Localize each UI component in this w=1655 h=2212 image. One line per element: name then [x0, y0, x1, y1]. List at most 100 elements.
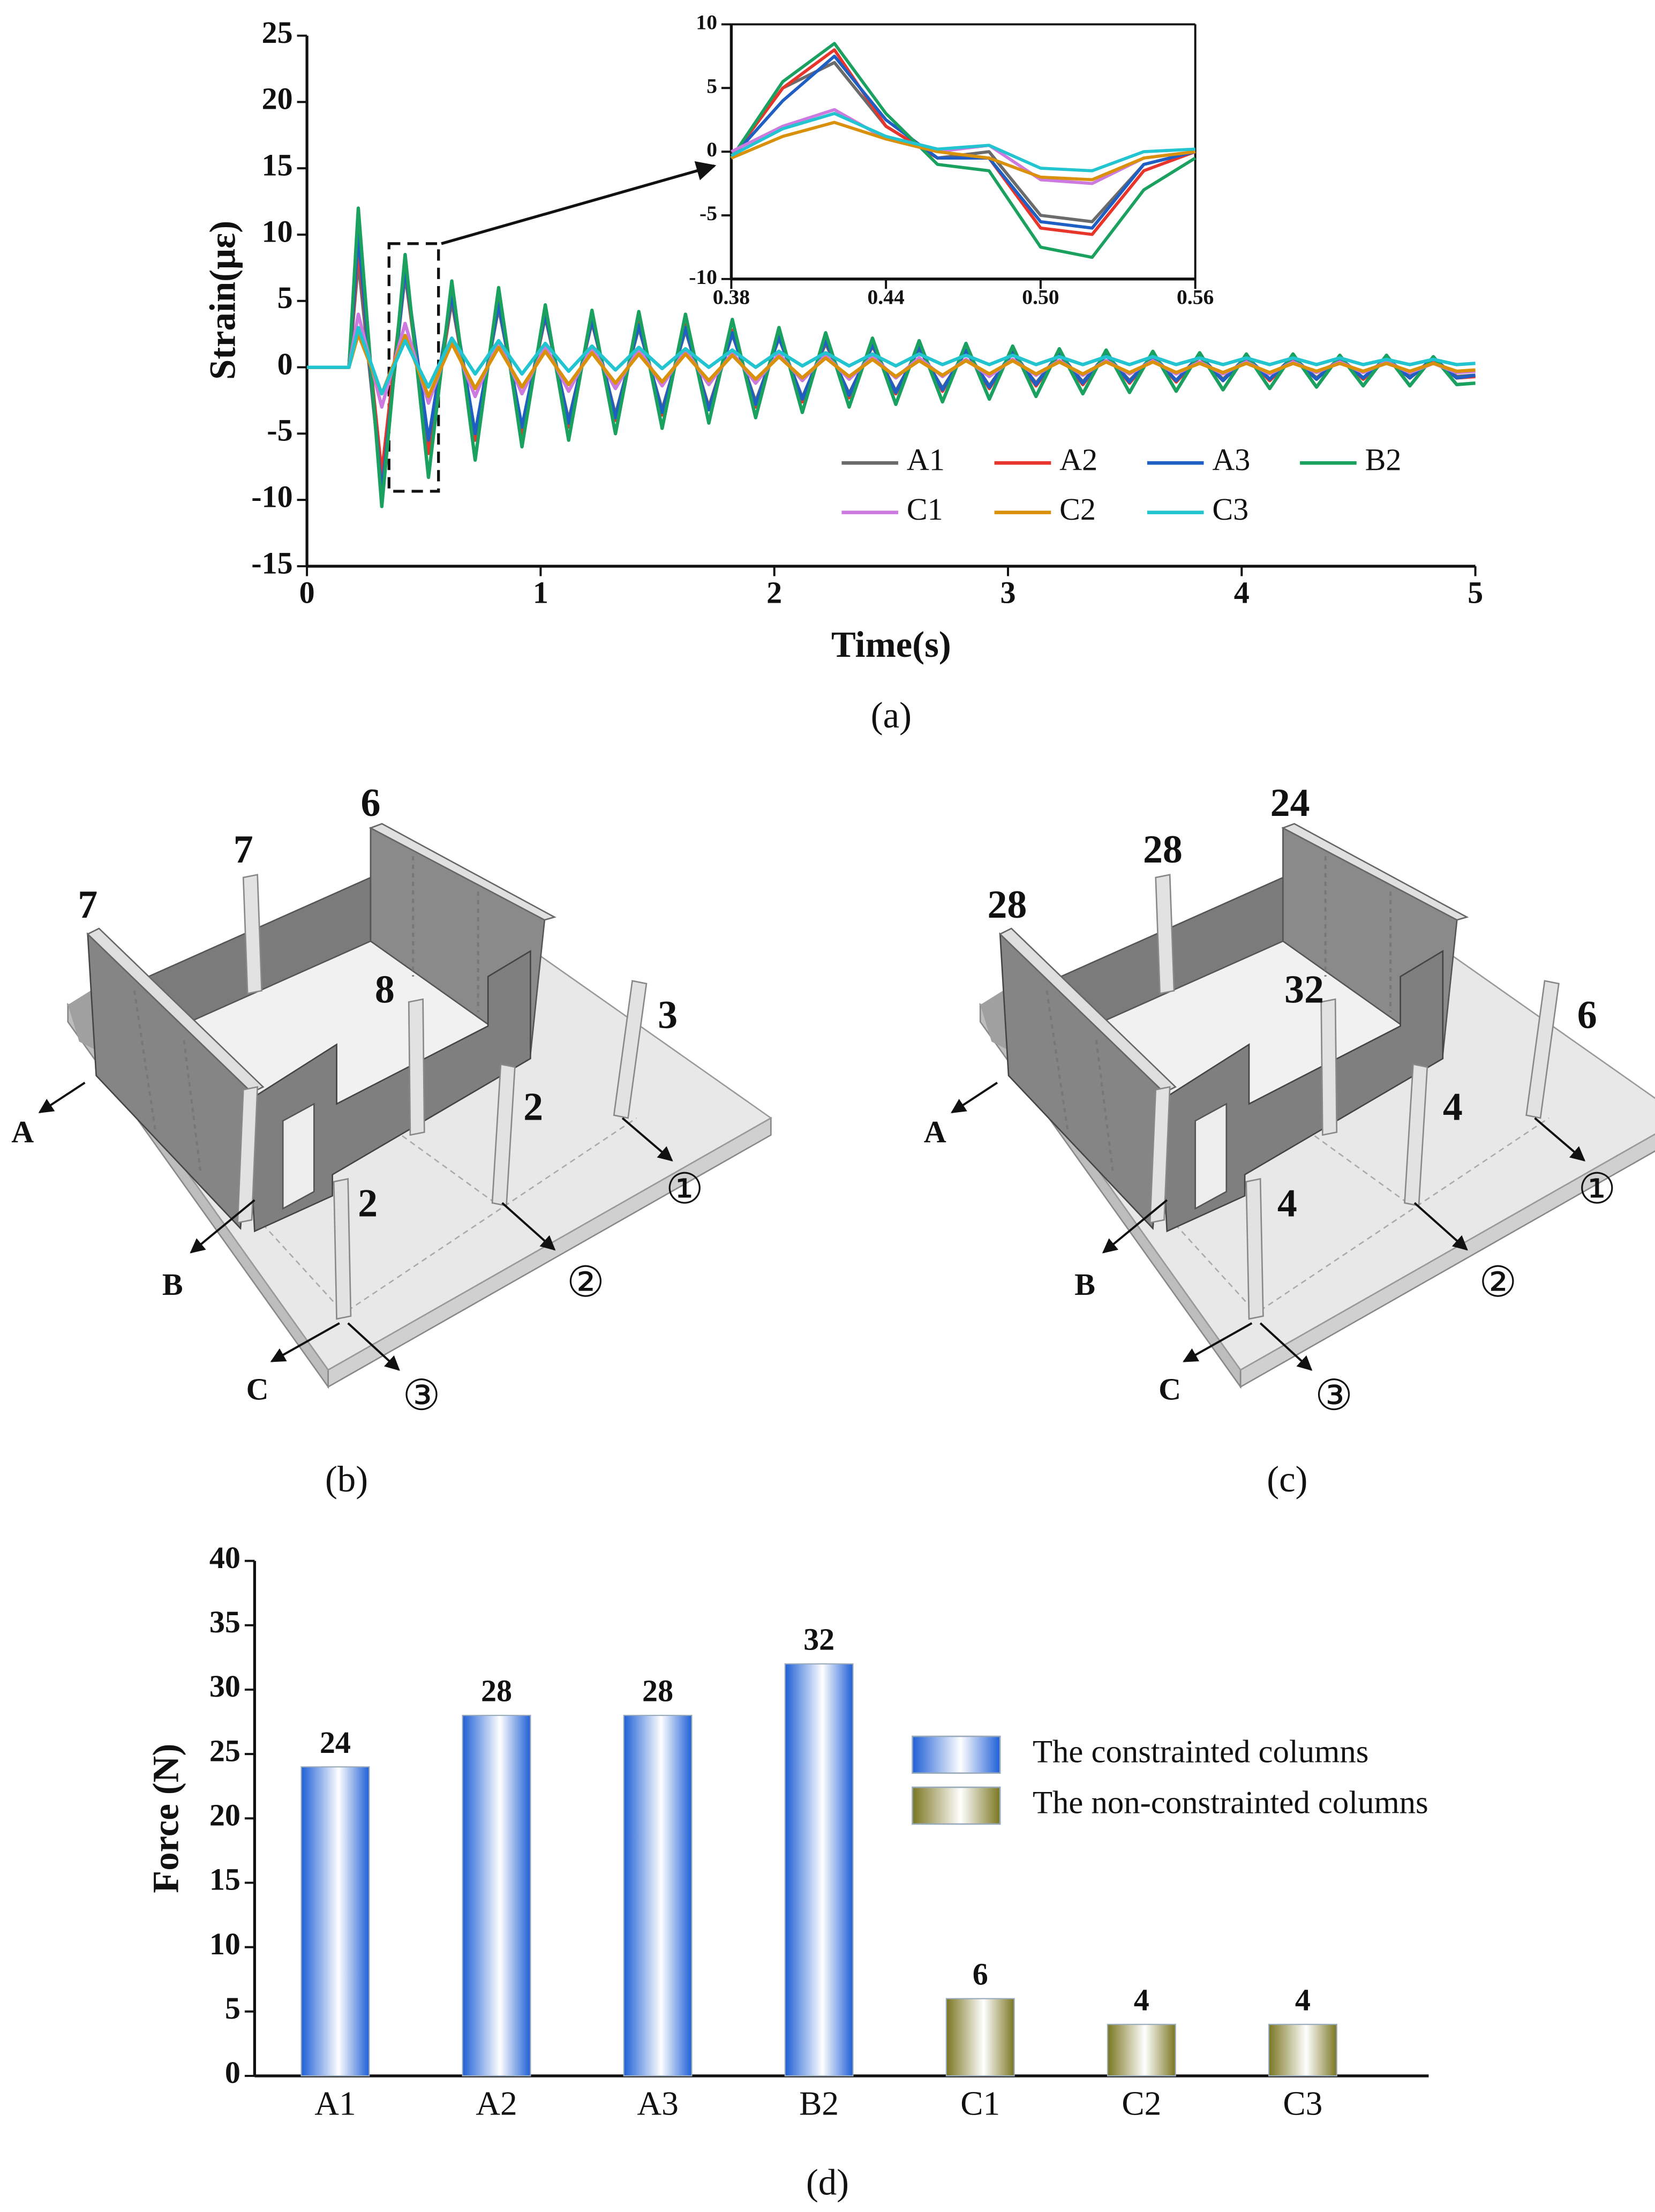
bar-value-label: 28 [481, 1674, 512, 1708]
bar-value-label: 32 [803, 1622, 834, 1657]
column-label: 6 [360, 781, 380, 824]
legend-label: A3 [1212, 442, 1250, 477]
bar [623, 1714, 693, 2076]
series-line [731, 121, 1196, 182]
y-tick-label: -10 [251, 479, 292, 514]
zoom-arrow [441, 161, 717, 245]
caption: (d) [806, 2162, 849, 2203]
y-tick-label: 5 [225, 1991, 240, 2026]
y-tick-label: 10 [696, 11, 717, 34]
model-b [40, 824, 771, 1387]
bar [462, 1714, 531, 2076]
column-label: 28 [1143, 827, 1183, 871]
x-tick-label: B2 [799, 2085, 839, 2123]
y-tick-label: 5 [706, 74, 717, 98]
x-tick-label: A3 [637, 2085, 678, 2123]
y-tick-label: 0 [706, 138, 717, 161]
y-tick-label: 0 [277, 347, 293, 381]
column-label: 8 [375, 968, 395, 1011]
model-c [952, 824, 1655, 1387]
bar [784, 1663, 854, 2076]
caption: (a) [871, 695, 912, 736]
x-tick-label: 5 [1468, 575, 1483, 610]
y-tick-label: 10 [262, 214, 293, 249]
series-line [730, 54, 1196, 230]
x-tick-label: A1 [314, 2085, 356, 2123]
grid-axis-label: A [924, 1114, 946, 1149]
caption: (c) [1267, 1459, 1307, 1499]
grid-axis-label: ③ [1315, 1370, 1353, 1420]
column-label: 7 [234, 827, 253, 871]
legend-swatch [912, 1786, 1001, 1825]
y-tick-label: -10 [689, 265, 717, 289]
column-label: 32 [1284, 968, 1324, 1011]
legend-label: C3 [1212, 492, 1248, 527]
grid-axis-label: ② [567, 1257, 605, 1307]
y-tick-label: 10 [209, 1926, 240, 1961]
x-tick-label: C2 [1122, 2085, 1161, 2123]
x-tick-label: 1 [533, 575, 548, 610]
x-tick-label: 4 [1234, 575, 1250, 610]
y-axis-label: Strain(με) [202, 221, 243, 380]
series-line [730, 42, 1197, 259]
column-label: 4 [1277, 1181, 1297, 1225]
column-label: 6 [1577, 993, 1597, 1037]
x-tick-label: A2 [476, 2085, 517, 2123]
y-tick-label: 35 [209, 1604, 240, 1639]
grid-axis-label: C [246, 1372, 269, 1407]
x-tick-label: 0.38 [713, 286, 750, 309]
grid-axis-label: B [1074, 1267, 1095, 1302]
legend-label: A1 [907, 442, 945, 477]
grid-axis-label: A [11, 1114, 34, 1149]
y-tick-label: 15 [262, 147, 293, 182]
legend-label: B2 [1365, 442, 1402, 477]
x-tick-label: C3 [1283, 2085, 1322, 2123]
y-tick-label: 40 [209, 1540, 240, 1575]
y-tick-label: 5 [277, 280, 293, 315]
bar [1107, 2023, 1176, 2076]
x-tick-label: 3 [1000, 575, 1015, 610]
legend-swatch [912, 1735, 1001, 1774]
y-tick-label: -5 [699, 201, 717, 225]
column-label: 2 [358, 1181, 378, 1225]
series-line [307, 332, 1476, 399]
y-tick-label: 20 [209, 1798, 240, 1833]
x-tick-label: 2 [766, 575, 782, 610]
grid-axis-label: ③ [403, 1370, 441, 1420]
y-tick-label: 25 [209, 1733, 240, 1768]
grid-axis-label: B [162, 1267, 183, 1302]
column-label: 3 [658, 993, 678, 1037]
inset-background [731, 24, 1195, 279]
column-label: 24 [1270, 781, 1310, 824]
grid-axis-label: ② [1479, 1257, 1517, 1307]
bar-value-label: 24 [320, 1725, 351, 1760]
grid-axis-label: ① [666, 1164, 704, 1213]
y-tick-label: -15 [251, 545, 292, 580]
series-line [307, 326, 1476, 396]
legend-label: The non-constrainted columns [1033, 1784, 1428, 1820]
y-tick-label: 0 [225, 2055, 240, 2090]
series-line [731, 111, 1195, 173]
x-tick-label: 0.56 [1177, 286, 1214, 309]
bar [1268, 2023, 1337, 2076]
grid-axis-label: C [1158, 1372, 1181, 1407]
y-tick-label: 30 [209, 1669, 240, 1704]
bar-value-label: 4 [1295, 1983, 1311, 2018]
bar [300, 1766, 370, 2076]
y-tick-label: 15 [209, 1862, 240, 1897]
x-tick-label: 0.44 [867, 286, 905, 309]
bar-value-label: 6 [973, 1956, 988, 1991]
y-tick-label: 20 [262, 81, 293, 116]
x-tick-label: 0.50 [1022, 286, 1059, 309]
y-axis-label: Force (N) [146, 1744, 186, 1893]
legend-label: A2 [1059, 442, 1097, 477]
bar-value-label: 28 [642, 1674, 673, 1708]
column-label: 4 [1443, 1085, 1463, 1129]
bar-value-label: 4 [1134, 1983, 1149, 2018]
caption: (b) [325, 1459, 368, 1499]
legend-label: The constrainted columns [1033, 1734, 1368, 1769]
y-tick-label: -5 [267, 413, 292, 448]
legend-label: C2 [1059, 492, 1096, 527]
